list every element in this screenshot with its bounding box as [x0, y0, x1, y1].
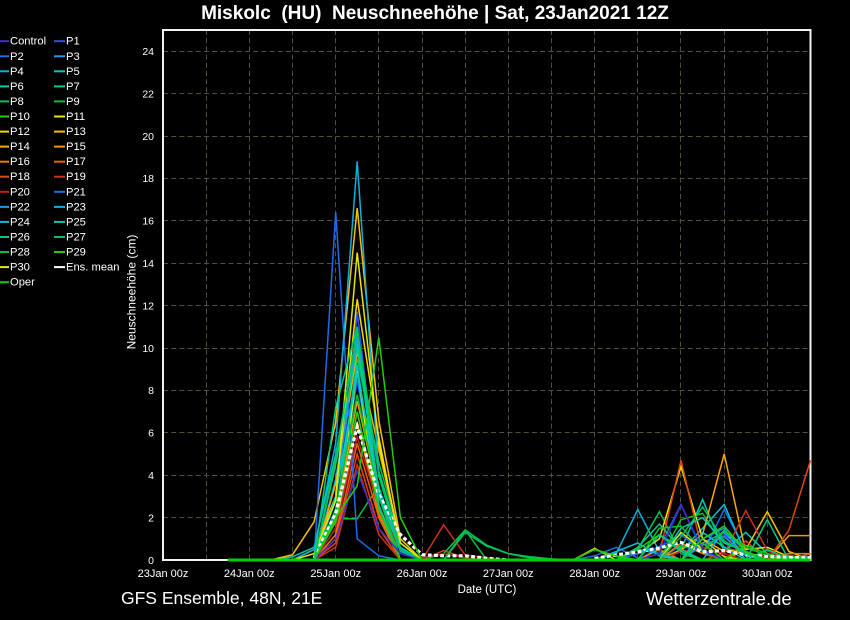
svg-text:Neuschneehöhe (cm): Neuschneehöhe (cm)	[125, 235, 139, 350]
svg-text:GFS Ensemble, 48N, 21E: GFS Ensemble, 48N, 21E	[121, 588, 322, 608]
svg-text:P19: P19	[66, 171, 86, 183]
svg-text:P27: P27	[66, 232, 86, 244]
svg-text:24: 24	[142, 46, 154, 58]
svg-text:20: 20	[142, 131, 154, 143]
svg-text:8: 8	[148, 385, 154, 397]
svg-text:P17: P17	[66, 156, 86, 168]
svg-text:P14: P14	[10, 141, 30, 153]
svg-text:28Jan 00z: 28Jan 00z	[569, 568, 620, 580]
svg-text:P20: P20	[10, 186, 30, 198]
svg-text:29Jan 00z: 29Jan 00z	[656, 568, 707, 580]
svg-text:P25: P25	[66, 216, 86, 228]
svg-text:P4: P4	[10, 66, 24, 78]
svg-text:P3: P3	[66, 51, 80, 63]
svg-text:P13: P13	[66, 126, 86, 138]
svg-text:Ens. mean: Ens. mean	[66, 262, 119, 274]
svg-text:18: 18	[142, 173, 154, 185]
svg-text:P11: P11	[66, 111, 85, 123]
svg-text:P2: P2	[10, 51, 24, 63]
svg-text:Oper: Oper	[10, 277, 35, 289]
svg-text:P30: P30	[10, 262, 30, 274]
svg-text:27Jan 00z: 27Jan 00z	[483, 568, 534, 580]
svg-text:4: 4	[148, 470, 154, 482]
svg-text:P21: P21	[66, 186, 86, 198]
svg-text:P7: P7	[66, 81, 80, 93]
svg-text:P26: P26	[10, 232, 30, 244]
svg-text:P16: P16	[10, 156, 30, 168]
svg-text:Miskolc (HU) Neuschneehöhe |: Miskolc (HU) Neuschneehöhe | Sat, 23Jan2…	[201, 3, 669, 24]
svg-text:P24: P24	[10, 216, 30, 228]
svg-text:P29: P29	[66, 247, 86, 259]
svg-text:0: 0	[148, 555, 154, 567]
svg-text:6: 6	[148, 428, 154, 440]
svg-text:2: 2	[148, 512, 154, 524]
svg-text:P6: P6	[10, 81, 24, 93]
svg-text:16: 16	[142, 216, 154, 228]
svg-text:10: 10	[142, 343, 154, 355]
svg-text:P5: P5	[66, 66, 80, 78]
svg-text:Wetterzentrale.de: Wetterzentrale.de	[646, 588, 792, 609]
svg-text:P9: P9	[66, 96, 80, 108]
svg-text:22: 22	[142, 88, 154, 100]
svg-text:Control: Control	[10, 36, 46, 48]
svg-text:P12: P12	[10, 126, 30, 138]
svg-text:12: 12	[142, 300, 154, 312]
svg-text:P22: P22	[10, 201, 30, 213]
svg-text:23Jan 00z: 23Jan 00z	[138, 568, 189, 580]
svg-text:25Jan 00z: 25Jan 00z	[310, 568, 361, 580]
svg-text:P28: P28	[10, 247, 30, 259]
svg-text:P10: P10	[10, 111, 30, 123]
svg-text:26Jan 00z: 26Jan 00z	[397, 568, 448, 580]
svg-text:P23: P23	[66, 201, 86, 213]
svg-text:30Jan 00z: 30Jan 00z	[742, 568, 793, 580]
svg-text:P8: P8	[10, 96, 24, 108]
svg-text:24Jan 00z: 24Jan 00z	[224, 568, 275, 580]
svg-text:P18: P18	[10, 171, 30, 183]
svg-text:P1: P1	[66, 36, 80, 48]
svg-text:P15: P15	[66, 141, 86, 153]
svg-text:Date (UTC): Date (UTC)	[458, 584, 517, 596]
svg-text:14: 14	[142, 258, 154, 270]
